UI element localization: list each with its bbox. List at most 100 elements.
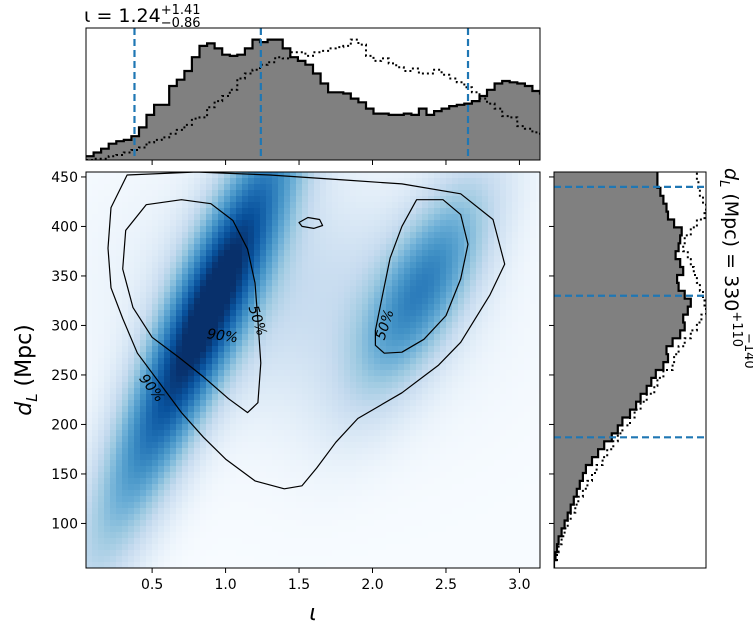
heatmap-cell <box>86 400 93 407</box>
heatmap-cell <box>530 304 537 311</box>
heatmap-cell <box>380 454 387 461</box>
heatmap-cell <box>110 172 117 179</box>
heatmap-cell <box>200 304 207 311</box>
heatmap-cell <box>410 196 417 203</box>
heatmap-cell <box>122 514 129 521</box>
heatmap-cell <box>272 400 279 407</box>
heatmap-cell <box>134 526 141 533</box>
heatmap-cell <box>182 286 189 293</box>
heatmap-cell <box>482 388 489 395</box>
heatmap-cell <box>134 256 141 263</box>
heatmap-cell <box>206 466 213 473</box>
heatmap-cell <box>440 382 447 389</box>
heatmap-cell <box>308 310 315 317</box>
heatmap-cell <box>188 424 195 431</box>
heatmap-cell <box>140 370 147 377</box>
heatmap-cell <box>392 346 399 353</box>
heatmap-cell <box>206 370 213 377</box>
heatmap-cell <box>404 238 411 245</box>
heatmap-cell <box>98 250 105 257</box>
heatmap-cell <box>386 364 393 371</box>
heatmap-cell <box>158 274 165 281</box>
heatmap-cell <box>140 184 147 191</box>
heatmap-cell <box>422 220 429 227</box>
heatmap-cell <box>266 274 273 281</box>
heatmap-cell <box>410 364 417 371</box>
heatmap-cell <box>428 262 435 269</box>
heatmap-cell <box>230 316 237 323</box>
heatmap-cell <box>134 472 141 479</box>
heatmap-cell <box>446 340 453 347</box>
heatmap-cell <box>158 304 165 311</box>
heatmap-cell <box>230 274 237 281</box>
heatmap-cell <box>218 406 225 413</box>
heatmap-cell <box>272 310 279 317</box>
heatmap-cell <box>446 352 453 359</box>
heatmap-cell <box>392 370 399 377</box>
heatmap-cell <box>500 232 507 239</box>
heatmap-cell <box>248 508 255 515</box>
heatmap-cell <box>242 424 249 431</box>
heatmap-cell <box>248 544 255 551</box>
heatmap-cell <box>314 556 321 563</box>
heatmap-cell <box>194 208 201 215</box>
heatmap-cell <box>332 436 339 443</box>
heatmap-cell <box>188 442 195 449</box>
heatmap-cell <box>440 502 447 509</box>
heatmap-cell <box>122 454 129 461</box>
heatmap-cell <box>134 382 141 389</box>
heatmap-cell <box>128 538 135 545</box>
heatmap-cell <box>248 328 255 335</box>
heatmap-cell <box>116 220 123 227</box>
heatmap-cell <box>134 508 141 515</box>
heatmap-cell <box>230 358 237 365</box>
heatmap-cell <box>98 244 105 251</box>
heatmap-cell <box>224 424 231 431</box>
heatmap-cell <box>362 322 369 329</box>
heatmap-cell <box>476 172 483 179</box>
heatmap-cell <box>248 256 255 263</box>
heatmap-cell <box>248 304 255 311</box>
heatmap-cell <box>110 262 117 269</box>
heatmap-cell <box>338 502 345 509</box>
heatmap-cell <box>308 556 315 563</box>
heatmap-cell <box>296 526 303 533</box>
heatmap-cell <box>278 232 285 239</box>
heatmap-cell <box>344 286 351 293</box>
heatmap-cell <box>410 244 417 251</box>
heatmap-cell <box>266 322 273 329</box>
heatmap-cell <box>164 436 171 443</box>
heatmap-cell <box>152 550 159 557</box>
heatmap-cell <box>164 232 171 239</box>
heatmap-cell <box>128 520 135 527</box>
heatmap-cell <box>326 538 333 545</box>
heatmap-cell <box>524 226 531 233</box>
heatmap-cell <box>152 352 159 359</box>
heatmap-cell <box>278 412 285 419</box>
heatmap-cell <box>476 424 483 431</box>
heatmap-cell <box>152 244 159 251</box>
heatmap-cell <box>470 412 477 419</box>
heatmap-cell <box>362 376 369 383</box>
heatmap-cell <box>350 292 357 299</box>
heatmap-cell <box>224 556 231 563</box>
heatmap-cell <box>524 436 531 443</box>
heatmap-cell <box>224 544 231 551</box>
heatmap-cell <box>488 352 495 359</box>
heatmap-cell <box>92 532 99 539</box>
heatmap-cell <box>128 292 135 299</box>
heatmap-cell <box>188 256 195 263</box>
heatmap-cell <box>290 562 297 568</box>
heatmap-cell <box>374 184 381 191</box>
heatmap-cell <box>518 340 525 347</box>
heatmap-cell <box>314 382 321 389</box>
heatmap-cell <box>314 370 321 377</box>
heatmap-cell <box>404 550 411 557</box>
heatmap-cell <box>374 328 381 335</box>
heatmap-cell <box>98 382 105 389</box>
heatmap-cell <box>188 214 195 221</box>
heatmap-cell <box>140 238 147 245</box>
heatmap-cell <box>518 262 525 269</box>
heatmap-cell <box>494 388 501 395</box>
heatmap-cell <box>266 352 273 359</box>
